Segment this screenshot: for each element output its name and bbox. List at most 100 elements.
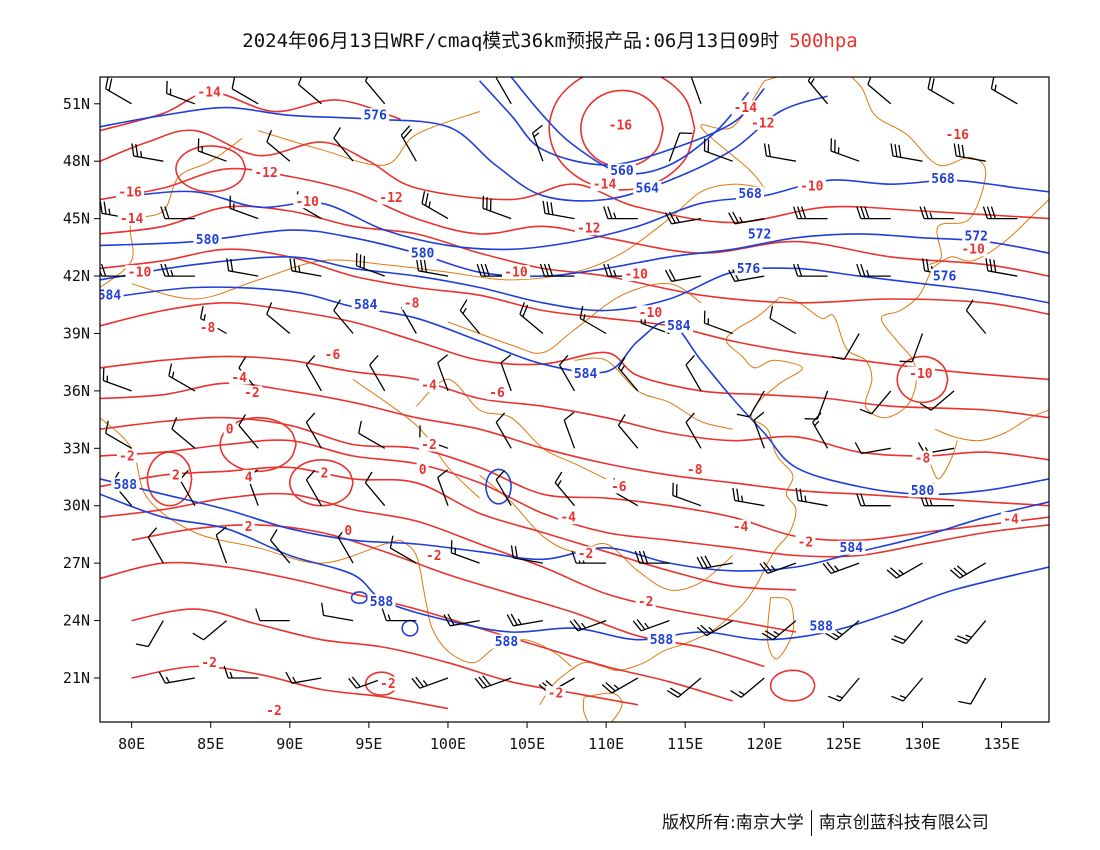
- contour-label: 2: [245, 520, 253, 535]
- lon-label: 120E: [746, 735, 782, 753]
- contour-label-bg: [322, 347, 343, 362]
- coast-border-line: [258, 111, 480, 166]
- contour-label: -10: [295, 195, 319, 210]
- wind-barb: [761, 620, 797, 641]
- contour-label: -12: [254, 166, 277, 181]
- lat-label: 51N: [63, 95, 90, 113]
- wind-barb: [728, 211, 765, 225]
- lon-label: 105E: [509, 735, 545, 753]
- lon-label: 110E: [588, 735, 624, 753]
- temperature-isotherm: [100, 248, 1049, 381]
- wind-barb: [807, 77, 829, 105]
- contour-label: 564: [636, 181, 660, 196]
- contour-label-bg: [486, 385, 507, 400]
- contour-label: 588: [650, 633, 674, 648]
- wind-barb: [685, 412, 702, 449]
- wind-barb: [495, 469, 512, 507]
- wind-barb: [804, 390, 829, 420]
- geopotential-contours: [100, 77, 1049, 641]
- contour-label-bg: [416, 462, 429, 477]
- contour-label: 0: [344, 524, 352, 539]
- wind-barb: [919, 390, 955, 411]
- contour-label: -6: [489, 386, 505, 401]
- wind-barb: [632, 619, 670, 632]
- wind-barb: [730, 677, 765, 698]
- temperature-isotherm: [131, 665, 449, 710]
- wind-barb: [867, 77, 892, 105]
- contour-label-bg: [263, 703, 284, 718]
- geopotential-contour: [100, 478, 1049, 572]
- geopotential-contour: [100, 286, 1049, 496]
- geopotential-contour: [401, 619, 419, 637]
- contour-label: -4: [560, 511, 576, 526]
- contour-label: 568: [738, 187, 762, 202]
- temperature-isotherm: [364, 671, 399, 697]
- temperature-isotherm: [288, 458, 354, 507]
- temperature-isotherm: [100, 129, 1049, 224]
- contour-label: -6: [325, 348, 341, 363]
- contour-label: 2: [172, 469, 180, 484]
- contour-label-bg: [116, 184, 145, 199]
- wind-barb: [558, 354, 576, 392]
- geopotential-contour: [100, 256, 1049, 312]
- wind-barb: [369, 354, 386, 392]
- temperature-isotherm: [896, 355, 949, 404]
- wind-barb: [769, 305, 797, 335]
- contour-label: -2: [548, 687, 564, 702]
- copyright-right: 南京创蓝科技有限公司: [818, 813, 989, 833]
- wind-barb: [223, 665, 259, 679]
- contour-label: -8: [404, 296, 420, 311]
- contour-label-bg: [748, 115, 777, 130]
- contour-label-bg: [195, 85, 224, 100]
- wind-barb: [105, 420, 132, 449]
- lon-label: 100E: [430, 735, 466, 753]
- contour-label-bg: [361, 108, 390, 123]
- wind-barb: [703, 138, 733, 162]
- contour-label: 0: [226, 423, 234, 438]
- contour-label: -2: [201, 656, 217, 671]
- lon-label: 130E: [904, 735, 940, 753]
- temperature-isotherm: [100, 466, 796, 591]
- wind-barb: [891, 620, 923, 645]
- contour-label: 588: [809, 620, 833, 635]
- wind-barb: [696, 620, 734, 637]
- wind-barb: [672, 482, 702, 507]
- contour-label: -10: [961, 243, 985, 258]
- temperature-isotherm: [100, 439, 1049, 558]
- wind-barb: [634, 550, 670, 564]
- wind-barb: [539, 263, 575, 277]
- contour-label-bg: [943, 127, 972, 142]
- contour-label: 2: [321, 467, 329, 482]
- wind-barb: [617, 356, 639, 392]
- contour-label-bg: [929, 171, 958, 186]
- wind-barb: [890, 143, 923, 162]
- contour-label-bg: [367, 594, 396, 609]
- plot-frame: [99, 76, 1050, 723]
- wind-barb: [859, 390, 892, 415]
- wind-barb: [949, 562, 987, 579]
- contour-label: -2: [578, 547, 594, 562]
- geopotential-contour: [485, 468, 512, 505]
- contour-label: -8: [200, 321, 216, 336]
- wind-barb: [238, 414, 259, 449]
- wind-barb: [285, 671, 322, 684]
- wind-barb: [269, 529, 291, 564]
- contour-label-bg: [100, 288, 124, 303]
- wind-barb: [827, 677, 860, 702]
- wind-barb: [554, 471, 575, 507]
- contour-label-bg: [501, 265, 530, 280]
- wind-barb: [685, 354, 702, 392]
- contour-label-bg: [731, 100, 760, 115]
- coast-border-line: [400, 539, 572, 667]
- contour-label: 588: [114, 478, 138, 493]
- contour-label-bg: [837, 540, 866, 555]
- wind-barb: [927, 77, 955, 105]
- temperature-isotherm: [100, 355, 1049, 461]
- contour-label: -2: [244, 386, 260, 401]
- contour-label: -14: [197, 86, 221, 101]
- wind-barb: [192, 620, 227, 641]
- temperature-isotherm: [100, 167, 1049, 277]
- wind-barb: [825, 620, 860, 641]
- contour-label-bg: [545, 686, 566, 701]
- wind-barb: [297, 77, 322, 105]
